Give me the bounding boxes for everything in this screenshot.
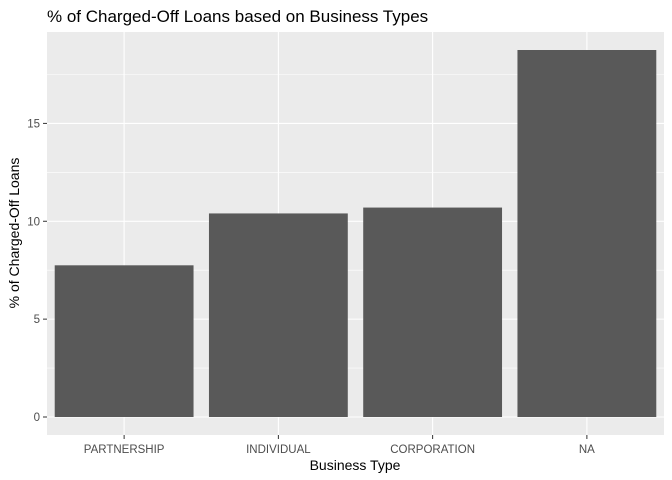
x-axis: PARTNERSHIP INDIVIDUAL CORPORATION NA: [84, 435, 595, 456]
x-axis-title: Business Type: [310, 457, 401, 473]
x-tick-label: INDIVIDUAL: [246, 444, 311, 456]
x-tick-label: CORPORATION: [390, 444, 475, 456]
x-tick-label: PARTNERSHIP: [84, 444, 165, 456]
y-axis: 0 5 10 15: [27, 118, 47, 424]
y-tick-label: 15: [27, 118, 40, 130]
y-tick-label: 0: [34, 412, 40, 424]
y-tick-label: 10: [27, 216, 40, 228]
y-tick-label: 5: [34, 314, 40, 326]
bar-individual: [208, 213, 348, 417]
chart-title: % of Charged-Off Loans based on Business…: [47, 7, 428, 26]
bars: [54, 50, 657, 417]
bar-na: [517, 50, 657, 417]
bar-corporation: [363, 207, 503, 417]
bar-partnership: [54, 265, 194, 417]
x-tick-label: NA: [579, 444, 595, 456]
y-axis-title: % of Charged-Off Loans: [6, 158, 22, 309]
